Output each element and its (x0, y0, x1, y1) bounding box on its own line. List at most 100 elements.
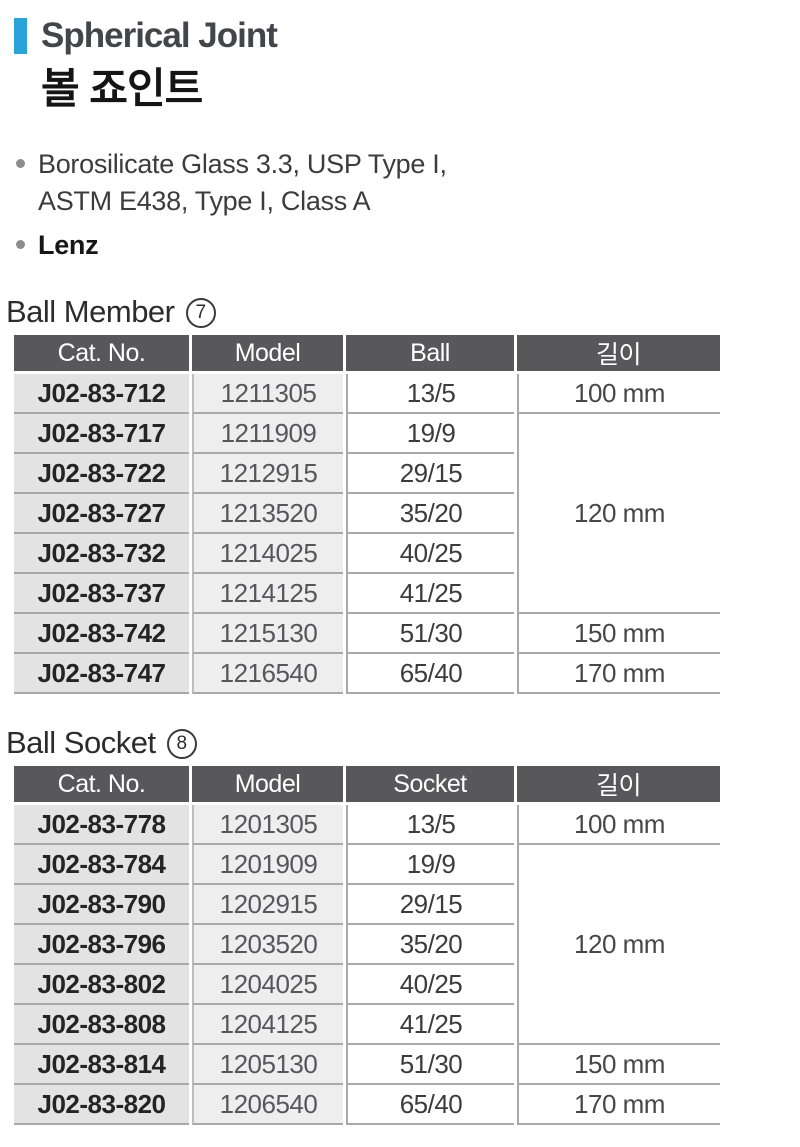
ball-socket-table: Cat. No. Model Socket 길이 J02-83-778 1201305 1… (11, 766, 723, 1125)
column-header: Cat. No. (14, 766, 189, 805)
cell-model: 1203520 (192, 925, 343, 965)
cell-cat-no: J02-83-742 (14, 614, 189, 654)
cell-length: 170 mm (517, 1085, 720, 1125)
cell-cat-no: J02-83-802 (14, 965, 189, 1005)
spec-brand-label: Lenz (38, 230, 99, 260)
section-heading: Ball Socket 8 (6, 725, 800, 761)
spec-item-glass: Borosilicate Glass 3.3, USP Type I, ASTM… (16, 146, 800, 220)
page-title-english: Spherical Joint (41, 16, 278, 55)
cell-ball: 51/30 (346, 614, 514, 654)
table-body: J02-83-778 1201305 13/5 100 mm J02-83-784 120… (14, 805, 720, 1125)
column-header: 길이 (517, 766, 720, 805)
table-row: J02-83-712 1211305 13/5 100 mm (14, 374, 720, 414)
cell-length: 120 mm (517, 414, 720, 614)
cell-model: 1213520 (192, 494, 343, 534)
page-header: Spherical Joint (14, 14, 800, 58)
cell-model: 1214025 (192, 534, 343, 574)
section-ball-socket: Ball Socket 8 Cat. No. Model Socket 길이 J02-… (6, 725, 800, 1125)
cell-socket: 13/5 (346, 805, 514, 845)
spec-line: ASTM E438, Type I, Class A (38, 186, 371, 216)
cell-model: 1212915 (192, 454, 343, 494)
cell-ball: 19/9 (346, 414, 514, 454)
table-row: J02-83-784 1201909 19/9 120 mm (14, 845, 720, 1045)
bullet-icon (16, 159, 25, 168)
circled-number-icon: 8 (166, 729, 197, 759)
page-title-korean: 볼 죠인트 (41, 65, 203, 112)
cell-model: 1201909 (192, 845, 343, 885)
column-header: Model (192, 335, 343, 374)
table-row: J02-83-717 1211909 19/9 120 mm (14, 414, 720, 614)
cell-length: 120 mm (517, 845, 720, 1045)
table-row: J02-83-727 1213520 35/20 (14, 494, 720, 534)
cell-model: 1204125 (192, 1005, 343, 1045)
cell-ball: 29/15 (346, 454, 514, 494)
section-title: Ball Member (6, 294, 175, 329)
cell-model: 1214125 (192, 574, 343, 614)
accent-bar-icon (14, 18, 27, 54)
cell-cat-no: J02-83-796 (14, 925, 189, 965)
header-row: Cat. No. Model Ball 길이 (14, 335, 720, 374)
table-row: J02-83-778 1201305 13/5 100 mm (14, 805, 720, 845)
cell-length: 170 mm (517, 654, 720, 694)
cell-ball: 13/5 (346, 374, 514, 414)
column-header: Ball (346, 335, 514, 374)
cell-model: 1205130 (192, 1045, 343, 1085)
cell-cat-no: J02-83-814 (14, 1045, 189, 1085)
table-row: J02-83-742 1215130 51/30 150 mm (14, 614, 720, 654)
cell-socket: 40/25 (346, 965, 514, 1005)
table-row: J02-83-732 1214025 40/25 (14, 534, 720, 574)
table-row: J02-83-802 1204025 40/25 (14, 965, 720, 1005)
table-header-row: Cat. No. Model Ball 길이 (14, 335, 720, 374)
cell-model: 1202915 (192, 885, 343, 925)
cell-model: 1216540 (192, 654, 343, 694)
cell-model: 1201305 (192, 805, 343, 845)
cell-ball: 35/20 (346, 494, 514, 534)
column-header: Cat. No. (14, 335, 189, 374)
cell-cat-no: J02-83-808 (14, 1005, 189, 1045)
cell-cat-no: J02-83-727 (14, 494, 189, 534)
cell-model: 1211909 (192, 414, 343, 454)
cell-model: 1206540 (192, 1085, 343, 1125)
cell-socket: 29/15 (346, 885, 514, 925)
table-body: J02-83-712 1211305 13/5 100 mm J02-83-717 121… (14, 374, 720, 694)
cell-cat-no: J02-83-732 (14, 534, 189, 574)
spec-item-brand: Lenz (16, 227, 800, 264)
circled-number-icon: 7 (185, 298, 216, 328)
table-row: J02-83-790 1202915 29/15 (14, 885, 720, 925)
table-header-row: Cat. No. Model Socket 길이 (14, 766, 720, 805)
cell-socket: 65/40 (346, 1085, 514, 1125)
table-row: J02-83-814 1205130 51/30 150 mm (14, 1045, 720, 1085)
spec-list: Borosilicate Glass 3.3, USP Type I, ASTM… (16, 146, 800, 264)
cell-ball: 41/25 (346, 574, 514, 614)
ball-member-table: Cat. No. Model Ball 길이 J02-83-712 1211305 13/… (11, 335, 723, 694)
cell-cat-no: J02-83-820 (14, 1085, 189, 1125)
cell-cat-no: J02-83-712 (14, 374, 189, 414)
cell-cat-no: J02-83-737 (14, 574, 189, 614)
cell-length: 100 mm (517, 374, 720, 414)
cell-ball: 65/40 (346, 654, 514, 694)
cell-model: 1204025 (192, 965, 343, 1005)
cell-cat-no: J02-83-717 (14, 414, 189, 454)
cell-cat-no: J02-83-747 (14, 654, 189, 694)
table-row: J02-83-820 1206540 65/40 170 mm (14, 1085, 720, 1125)
cell-length: 100 mm (517, 805, 720, 845)
cell-model: 1215130 (192, 614, 343, 654)
table-row: J02-83-747 1216540 65/40 170 mm (14, 654, 720, 694)
cell-ball: 40/25 (346, 534, 514, 574)
section-ball-member: Ball Member 7 Cat. No. Model Ball 길이 J02-83… (6, 294, 800, 694)
header-row: Cat. No. Model Socket 길이 (14, 766, 720, 805)
table-row: J02-83-808 1204125 41/25 (14, 1005, 720, 1045)
cell-socket: 51/30 (346, 1045, 514, 1085)
column-header: 길이 (517, 335, 720, 374)
cell-socket: 35/20 (346, 925, 514, 965)
spec-text: Borosilicate Glass 3.3, USP Type I, ASTM… (38, 146, 447, 220)
column-header: Model (192, 766, 343, 805)
cell-length: 150 mm (517, 614, 720, 654)
cell-socket: 41/25 (346, 1005, 514, 1045)
cell-model: 1211305 (192, 374, 343, 414)
table-row: J02-83-722 1212915 29/15 (14, 454, 720, 494)
table-row: J02-83-796 1203520 35/20 (14, 925, 720, 965)
cell-cat-no: J02-83-784 (14, 845, 189, 885)
section-title: Ball Socket (6, 725, 156, 760)
